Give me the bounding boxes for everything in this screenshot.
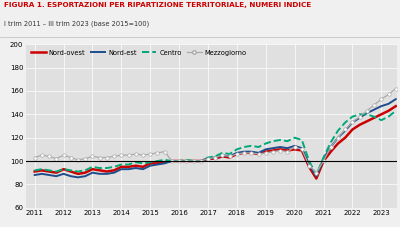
- Text: FIGURA 1. ESPORTAZIONI PER RIPARTIZIONE TERRITORIALE, NUMERI INDICE: FIGURA 1. ESPORTAZIONI PER RIPARTIZIONE …: [4, 2, 311, 8]
- Text: I trim 2011 – III trim 2023 (base 2015=100): I trim 2011 – III trim 2023 (base 2015=1…: [4, 20, 149, 27]
- Legend: Nord-ovest, Nord-est, Centro, Mezzogiorno: Nord-ovest, Nord-est, Centro, Mezzogiorn…: [29, 48, 248, 58]
